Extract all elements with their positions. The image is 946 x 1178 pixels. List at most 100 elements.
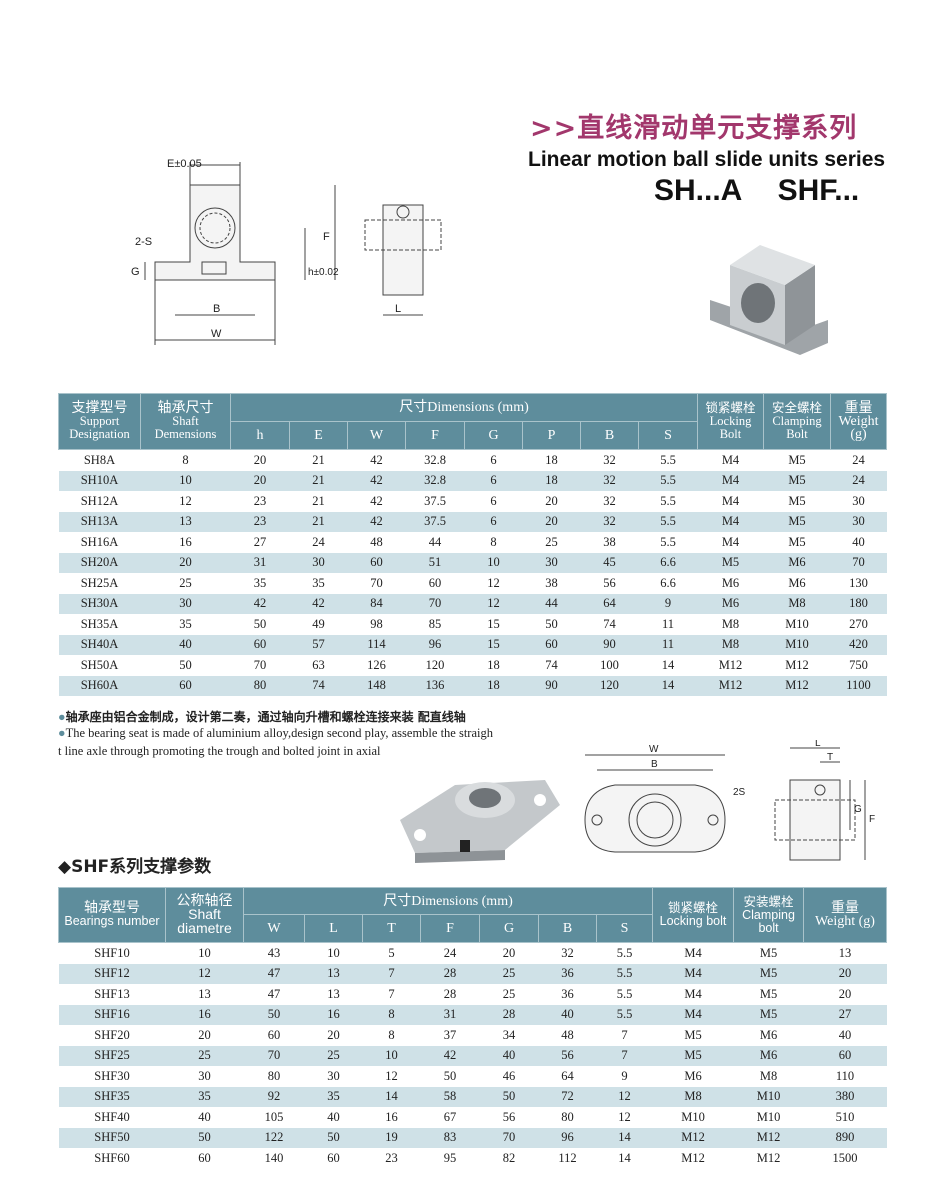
table-cell: SH50A <box>80 657 119 672</box>
table-cell: 18 <box>464 675 523 696</box>
table-row: SH50A 50 70 63 126 120 18 74 100 14 M12 M12 750 <box>59 655 887 676</box>
table-cell: 6 <box>490 493 497 508</box>
table-cell: 8 <box>490 534 497 549</box>
table-row: SH40A 40 60 57 114 96 15 60 90 11 M8 M10 420 <box>58 634 887 655</box>
table-cell: 27 <box>253 534 267 549</box>
table-cell: 20 <box>838 986 852 1001</box>
table-cell: M5 <box>788 534 806 549</box>
table-cell: 32 <box>561 945 574 960</box>
table-cell: M4 <box>721 493 740 508</box>
table-cell: 1500 <box>832 1150 858 1165</box>
table-cell: 32 <box>580 470 639 491</box>
title-english: Linear motion ball slide units series <box>528 148 886 171</box>
shf-dim-label-w: W <box>649 744 659 755</box>
table-cell: 10 <box>198 945 211 960</box>
header-clamping-cn: 安全螺栓 <box>771 401 822 415</box>
header-dim-h: h <box>230 421 290 450</box>
table-cell: 60 <box>327 1150 340 1165</box>
table-cell: 70 <box>830 552 887 573</box>
table-row: SH12A 12 23 21 42 37.5 6 20 32 5.5 M4 M5 30 <box>59 491 887 512</box>
table-cell: 30 <box>830 511 887 532</box>
table-cell: 6 <box>464 511 523 532</box>
dim-label-f: F <box>323 231 330 243</box>
table-cell: M6 <box>763 552 831 573</box>
table-row: SHF12 12 47 13 7 28 25 36 5.5 M4 M5 20 <box>58 963 887 984</box>
shf-dim-label-g: G <box>854 804 862 815</box>
table-cell: M6 <box>759 1027 778 1042</box>
table-cell: 180 <box>830 593 887 614</box>
table-cell: 10 <box>362 1045 421 1066</box>
table-cell: 30 <box>327 1068 340 1083</box>
table-cell: 84 <box>347 593 406 614</box>
table-cell: SHF60 <box>94 1150 130 1165</box>
table-cell: M5 <box>733 963 804 984</box>
header-designation-en: Support Designation <box>69 414 130 441</box>
table-cell: 42 <box>420 1045 480 1066</box>
table-cell: 37.5 <box>424 493 446 508</box>
table-cell: 40 <box>838 1027 852 1042</box>
table-cell: 50 <box>253 616 267 631</box>
table-cell: 83 <box>420 1127 480 1148</box>
table-cell: M5 <box>763 511 831 532</box>
table-cell: 20 <box>327 1027 340 1042</box>
note-chinese: ●轴承座由铝合金制成，设计第二奏，通过轴向升槽和螺栓连接来装 配直线轴 <box>58 710 466 724</box>
table-row: SH20A 20 31 30 60 51 10 30 45 6.6 M5 M6 70 <box>58 552 887 573</box>
table-cell: 95 <box>443 1150 457 1165</box>
table-cell: 70 <box>405 593 465 614</box>
header-dim-g: G <box>464 421 523 450</box>
table-row: SHF25 25 70 25 10 42 40 56 7 M5 M6 60 <box>58 1045 887 1066</box>
table-cell: 13 <box>327 986 340 1001</box>
header-clamping-en: Clamping Bolt <box>772 414 822 441</box>
table-row: SHF30 30 80 30 12 50 46 64 9 M6 M8 110 <box>59 1066 887 1087</box>
table-cell: 51 <box>405 552 465 573</box>
table-cell: 16 <box>304 1004 363 1025</box>
table-row: SH16A 16 27 24 48 44 8 25 38 5.5 M4 M5 40 <box>59 532 887 553</box>
table-cell: 40 <box>198 1109 211 1124</box>
table-cell: 40 <box>538 1004 597 1025</box>
table-cell: 74 <box>289 675 348 696</box>
table-cell: 57 <box>289 634 348 655</box>
table-cell: 70 <box>370 575 383 590</box>
table-cell: 24 <box>830 470 887 491</box>
table-cell: M12 <box>756 1150 781 1165</box>
table-cell: M4 <box>684 945 702 960</box>
table-cell: 63 <box>312 657 325 672</box>
header-clamping: 安装螺栓 Clamping bolt <box>733 887 805 943</box>
header-weight: 重量 Weight (g) <box>830 393 887 450</box>
table-cell: M5 <box>697 552 764 573</box>
table-cell: 70 <box>479 1127 539 1148</box>
header-locking-cn: 锁紧螺栓 <box>668 901 719 915</box>
table-cell: M4 <box>652 1004 734 1025</box>
table-cell: 50 <box>545 616 558 631</box>
table-cell: 36 <box>561 986 574 1001</box>
dim-label-w: W <box>211 328 222 340</box>
table-cell: 270 <box>849 616 868 631</box>
table-cell: 50 <box>479 1086 539 1107</box>
table-cell: 126 <box>367 657 386 672</box>
table-cell: 35 <box>312 575 325 590</box>
table-cell: 23 <box>253 493 267 508</box>
sh-product-photo <box>710 245 828 355</box>
header-weight-cn: 重量 <box>844 401 873 416</box>
table-cell: 56 <box>538 1045 597 1066</box>
table-cell: 35 <box>165 1086 244 1107</box>
table-cell: 10 <box>464 552 523 573</box>
table-cell: 40 <box>852 534 865 549</box>
table-cell: 60 <box>198 1150 211 1165</box>
table-cell: 70 <box>253 657 267 672</box>
table-cell: M4 <box>652 963 734 984</box>
table-cell: 50 <box>179 657 192 672</box>
table-cell: 5.5 <box>616 945 633 960</box>
table-cell: 5 <box>388 945 395 960</box>
table-cell: 5.5 <box>638 511 698 532</box>
table-cell: 12 <box>385 1068 398 1083</box>
header-clamping-en: Clamping bolt <box>742 907 795 935</box>
table-cell: 13 <box>140 511 231 532</box>
table-cell: 28 <box>443 986 457 1001</box>
table-cell: M10 <box>733 1086 804 1107</box>
table-cell: 12 <box>596 1086 653 1107</box>
table-cell: 42 <box>347 511 406 532</box>
dim-label-s: 2-S <box>135 236 152 248</box>
dim-label-l: L <box>395 303 401 315</box>
table-row: SHF50 50 122 50 19 83 70 96 14 M12 M12 890 <box>58 1127 887 1148</box>
